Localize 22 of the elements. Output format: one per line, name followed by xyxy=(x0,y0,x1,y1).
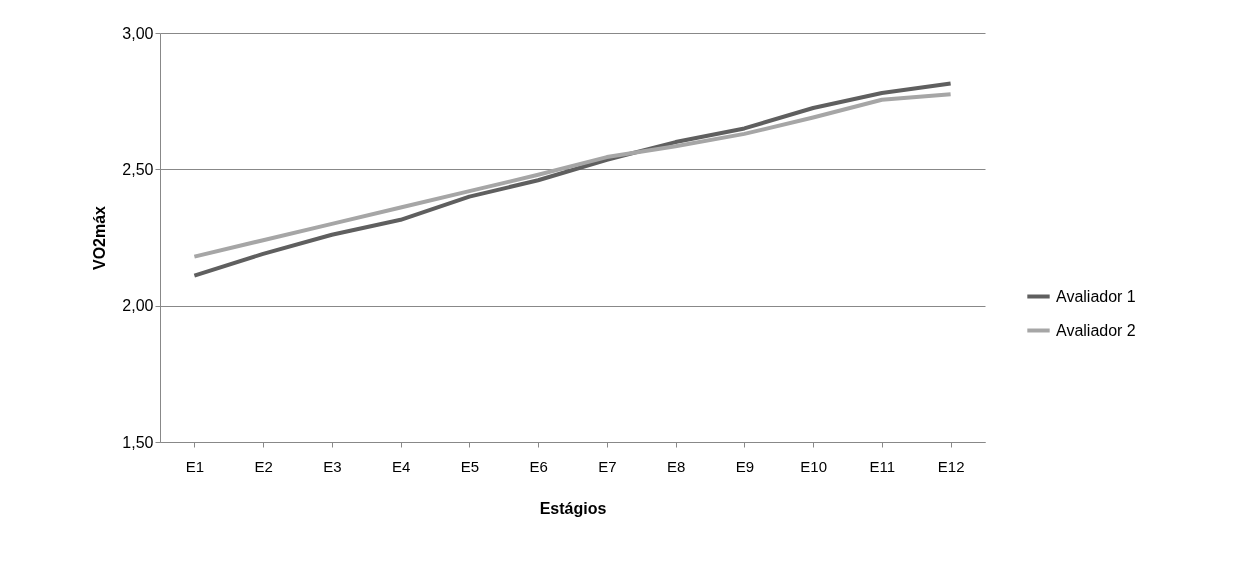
legend-label: Avaliador 1 xyxy=(1056,287,1136,305)
x-tick-label: E5 xyxy=(460,457,480,475)
x-tick-label: E12 xyxy=(937,457,965,475)
x-tick-label: E7 xyxy=(598,457,617,475)
x-axis-title: Estágios xyxy=(539,499,607,517)
x-tick-label: E6 xyxy=(529,457,548,475)
y-tick-label: 1,50 xyxy=(122,433,154,451)
x-tick-label: E2 xyxy=(254,457,273,475)
x-tick-label: E10 xyxy=(800,457,827,475)
y-tick-label: 3,00 xyxy=(122,24,154,42)
y-tick-label: 2,00 xyxy=(122,297,154,315)
y-axis-title: VO2máx xyxy=(91,205,109,271)
x-tick-label: E8 xyxy=(666,457,686,475)
x-tick-label: E3 xyxy=(323,457,342,475)
x-tick-label: E4 xyxy=(391,457,411,475)
x-tick-label: E1 xyxy=(185,457,205,475)
x-tick-label: E11 xyxy=(869,457,896,475)
line-series xyxy=(192,81,953,278)
x-tick-label: E9 xyxy=(735,457,755,475)
legend-label: Avaliador 2 xyxy=(1056,321,1136,339)
y-tick-label: 2,50 xyxy=(122,160,154,178)
line-series xyxy=(192,92,953,259)
